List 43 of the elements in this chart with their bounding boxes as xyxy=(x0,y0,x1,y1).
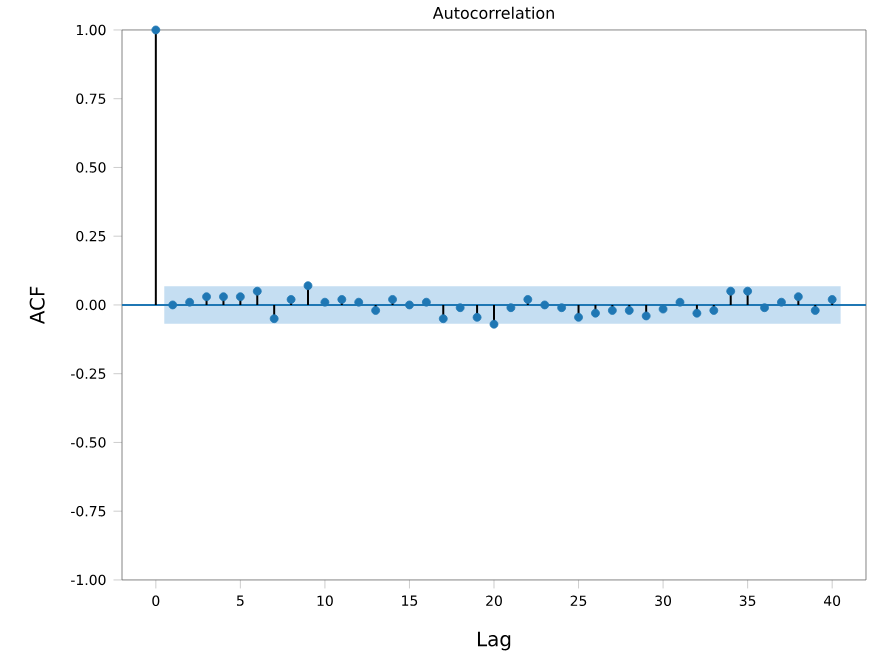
point xyxy=(455,303,465,313)
point xyxy=(202,292,211,302)
point xyxy=(540,300,550,310)
point xyxy=(185,297,195,307)
point xyxy=(151,25,161,35)
point xyxy=(523,295,533,304)
point xyxy=(286,295,296,304)
point xyxy=(252,286,262,296)
point xyxy=(810,306,820,315)
point xyxy=(726,286,736,296)
point xyxy=(793,292,803,302)
point xyxy=(354,297,364,307)
point xyxy=(421,297,431,307)
y-axis-title: ACF xyxy=(29,286,45,325)
point xyxy=(320,297,330,307)
point xyxy=(269,314,279,324)
point xyxy=(574,312,583,322)
point xyxy=(624,306,634,315)
point xyxy=(743,286,753,296)
point xyxy=(591,308,600,318)
point xyxy=(557,303,567,313)
point xyxy=(337,295,347,304)
point xyxy=(641,311,651,321)
point xyxy=(168,300,178,310)
point xyxy=(658,304,668,314)
point xyxy=(777,297,786,307)
point xyxy=(692,308,702,318)
point xyxy=(388,295,397,304)
point xyxy=(506,303,516,313)
point xyxy=(235,292,245,302)
point xyxy=(405,300,414,310)
point xyxy=(303,281,313,291)
point xyxy=(760,303,769,313)
point xyxy=(827,295,837,304)
point xyxy=(607,306,617,315)
point xyxy=(371,306,381,315)
point xyxy=(709,306,719,315)
point xyxy=(219,292,228,302)
point xyxy=(472,312,482,322)
point xyxy=(438,314,448,324)
point xyxy=(489,319,499,329)
point xyxy=(675,297,685,307)
x-axis-title: Lag xyxy=(477,631,511,651)
